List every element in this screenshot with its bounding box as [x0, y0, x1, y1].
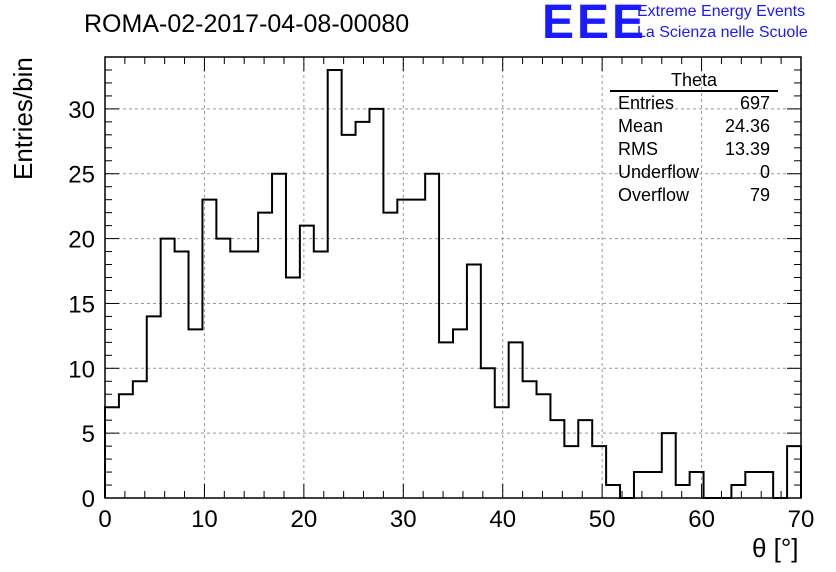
- stats-value: 24.36: [724, 116, 770, 136]
- stats-value: 697: [739, 93, 770, 113]
- histogram-bin: [662, 433, 676, 498]
- histogram-bin: [606, 485, 620, 498]
- histogram-bin: [745, 472, 759, 498]
- x-tick-label: 70: [788, 506, 815, 533]
- histogram-bin: [564, 446, 578, 498]
- x-tick-label: 50: [589, 506, 616, 533]
- histogram-bin: [439, 342, 453, 498]
- stats-row-entries: Entries 697: [610, 92, 778, 115]
- histogram-bin: [342, 135, 356, 498]
- histogram-bin: [731, 485, 745, 498]
- histogram-bin: [495, 407, 509, 498]
- histogram-bin: [411, 200, 425, 498]
- histogram-bin: [119, 394, 133, 498]
- histogram-bin: [509, 342, 523, 498]
- histogram-bin: [537, 394, 551, 498]
- histogram-bin: [105, 407, 119, 498]
- y-tick-label: 0: [82, 486, 95, 513]
- y-tick-label: 10: [68, 356, 95, 383]
- histogram-bin: [356, 122, 370, 498]
- histogram-bin: [578, 420, 592, 498]
- y-tick-label: 15: [68, 291, 95, 318]
- x-tick-label: 0: [98, 506, 111, 533]
- histogram-bin: [133, 381, 147, 498]
- histogram-bin: [244, 252, 258, 498]
- y-tick-label: 20: [68, 227, 95, 254]
- stats-row-underflow: Underflow 0: [610, 161, 778, 184]
- eee-logo: EEE: [542, 0, 648, 49]
- histogram-bin: [523, 381, 537, 498]
- histogram-bin: [189, 329, 203, 498]
- y-tick-label: 30: [68, 97, 95, 124]
- stats-row-overflow: Overflow 79: [610, 184, 778, 207]
- histogram-bin: [328, 70, 342, 498]
- histogram-bin: [175, 252, 189, 498]
- x-tick-label: 60: [688, 506, 715, 533]
- stats-value: 0: [759, 162, 770, 182]
- y-tick-label: 5: [82, 421, 95, 448]
- stats-value: 79: [749, 185, 770, 205]
- histogram-bin: [467, 265, 481, 498]
- stats-row-rms: RMS 13.39: [610, 138, 778, 161]
- histogram-bin: [425, 174, 439, 498]
- histogram-bin: [216, 239, 230, 498]
- stats-label: Underflow: [618, 162, 700, 182]
- histogram-bin: [383, 213, 397, 498]
- histogram-bin: [286, 278, 300, 499]
- run-title: ROMA-02-2017-04-08-00080: [84, 10, 410, 38]
- histogram-bin: [397, 200, 411, 498]
- histogram-bin: [550, 420, 564, 498]
- x-tick-label: 20: [291, 506, 318, 533]
- stats-row-mean: Mean 24.36: [610, 115, 778, 138]
- plot-frame: [104, 56, 802, 499]
- stats-box: Theta Entries 697 Mean 24.36 RMS 13.39 U…: [610, 70, 778, 207]
- histogram-bin: [272, 174, 286, 498]
- brand-line-1: Extreme Energy Events: [637, 3, 806, 20]
- histogram-bin: [453, 329, 467, 498]
- x-tick-label: 40: [489, 506, 516, 533]
- histogram-bin: [634, 472, 648, 498]
- histogram-bin: [481, 368, 495, 498]
- stats-label: Overflow: [618, 185, 690, 205]
- histogram-series: [104, 68, 802, 499]
- histogram-bin: [147, 316, 161, 498]
- histogram-bin: [314, 252, 328, 498]
- histogram-bin: [592, 446, 606, 498]
- stats-label: RMS: [618, 139, 658, 159]
- histogram-bin: [258, 213, 272, 498]
- x-axis-label: θ [°]: [752, 533, 799, 563]
- x-tick-label: 10: [191, 506, 218, 533]
- y-axis-label: Entries/bin: [8, 57, 38, 180]
- histogram-bin: [230, 252, 244, 498]
- brand-line-2: La Scienza nelle Scuole: [637, 24, 808, 41]
- stats-value: 13.39: [724, 139, 770, 159]
- y-tick-label: 25: [68, 162, 95, 189]
- histogram-bin: [676, 485, 690, 498]
- histogram-bin: [300, 226, 314, 498]
- stats-label: Entries: [618, 93, 675, 113]
- stats-title: Theta: [610, 70, 778, 92]
- histogram-bin: [648, 472, 662, 498]
- x-tick-label: 30: [390, 506, 417, 533]
- stats-label: Mean: [618, 116, 664, 136]
